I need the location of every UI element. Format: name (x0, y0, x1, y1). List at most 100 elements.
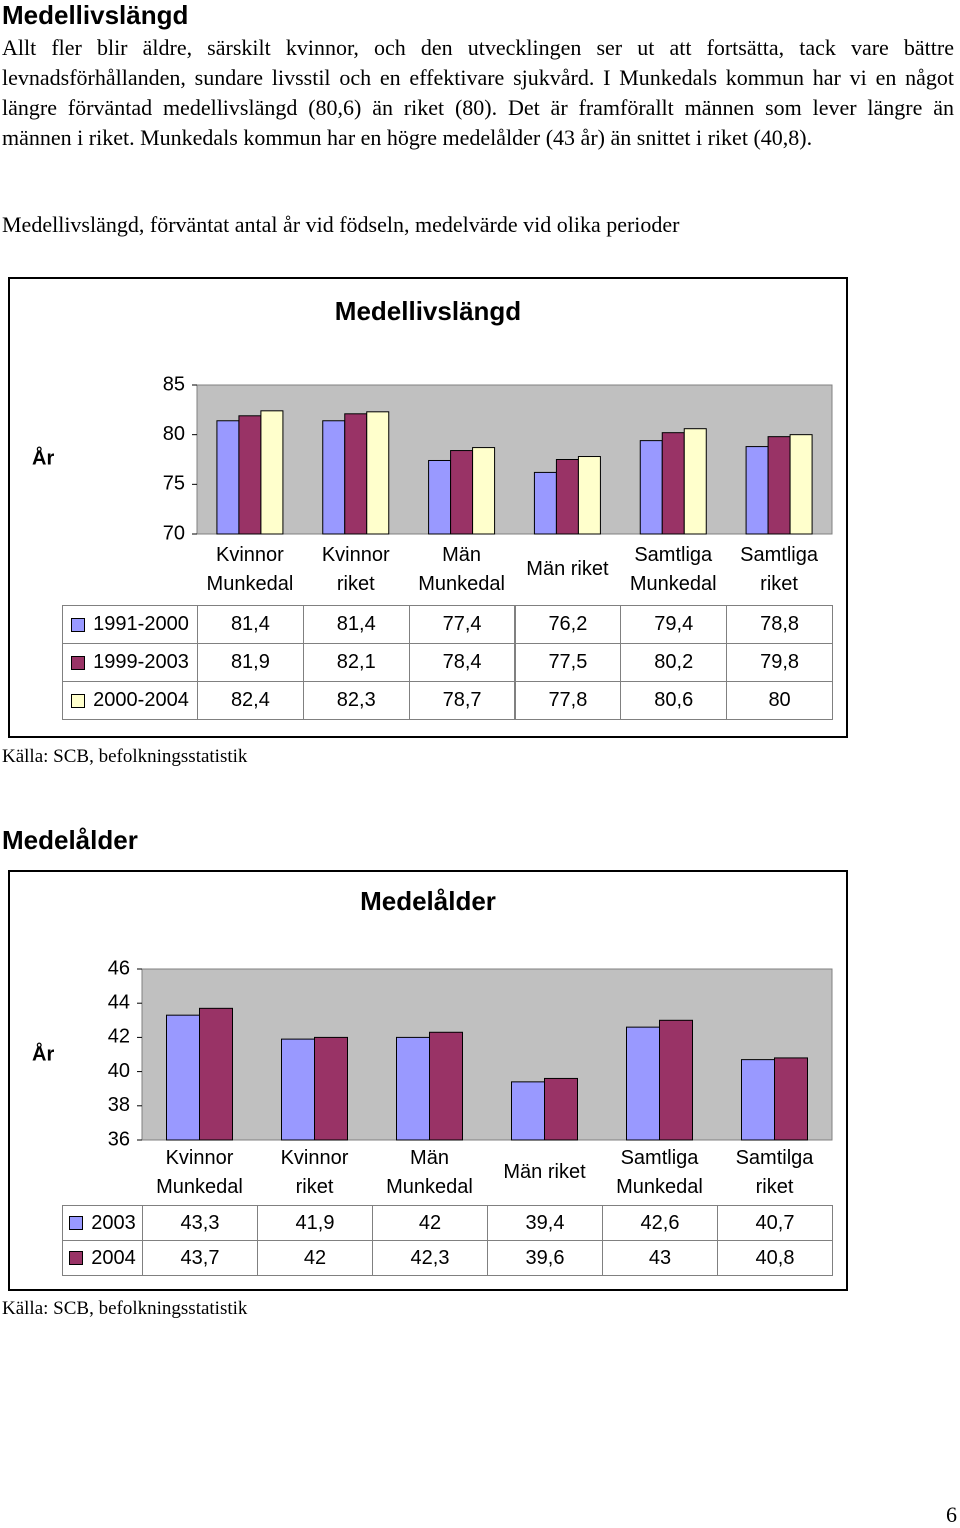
bar (366, 411, 390, 535)
chart: Medellivslängd År 70 75 80 85 Kvinnor Munkeda… (8, 277, 848, 738)
bar (639, 440, 663, 535)
bar (396, 1036, 430, 1141)
bar (472, 447, 496, 535)
bar (533, 471, 557, 535)
source: Källa: SCB, befolkningsstatistik (2, 746, 248, 767)
data-label: 39,6 (487, 1240, 603, 1276)
y-axis-label: År (32, 1041, 54, 1065)
data-label: 80,2 (620, 643, 728, 682)
data-label: 81,9 (197, 643, 304, 682)
legend-swatch (69, 1216, 84, 1230)
heading: Medellivslängd (2, 0, 189, 30)
data-label: 79,8 (726, 643, 833, 682)
legend-entry: 1991-2000 (62, 605, 198, 644)
y-tick-label: 38 (108, 1094, 130, 1116)
y-tick-label: 70 (163, 522, 185, 544)
data-label: 77,8 (514, 681, 622, 720)
source: Källa: SCB, befolkningsstatistik (2, 1298, 248, 1319)
caption: Medellivslängd, förväntat antal år vid f… (2, 212, 680, 237)
data-label: 42 (372, 1205, 488, 1241)
data-label: 81,4 (302, 605, 410, 644)
chart-title: Medelålder (360, 886, 496, 916)
y-tick-label: 36 (108, 1128, 130, 1150)
data-label: 77,5 (514, 643, 622, 682)
bar (322, 420, 346, 535)
data-label: 41,9 (257, 1205, 373, 1241)
data-label: 43,3 (142, 1205, 258, 1241)
y-tick-label: 40 (108, 1060, 130, 1082)
chart-svg: Medellivslängd År 70 75 80 85 (32, 296, 833, 544)
data-label: 42 (257, 1240, 373, 1276)
bar (683, 428, 707, 535)
data-label: 78,8 (726, 605, 833, 644)
bar (774, 1057, 808, 1141)
data-label: 76,2 (514, 605, 622, 644)
legend-swatch (71, 693, 86, 708)
legend-entry: 2004 (62, 1240, 143, 1276)
bar (428, 459, 452, 535)
plot-area (196, 384, 833, 535)
legend-label: 2004 (91, 1246, 136, 1269)
y-tick-label: 42 (108, 1026, 130, 1048)
legend-entry: 2003 (62, 1205, 143, 1241)
bar (626, 1026, 660, 1141)
legend-label: 2000-2004 (93, 689, 189, 711)
y-tick-label: 75 (163, 473, 185, 495)
bar (555, 459, 579, 535)
x-tick-label: Samtliga riket (740, 543, 818, 595)
data-label: 42,3 (372, 1240, 488, 1276)
bar (659, 1019, 693, 1141)
data-label: 80,6 (620, 681, 728, 720)
legend-entry: 1999-2003 (62, 643, 198, 682)
heading: Medelålder (2, 825, 138, 855)
data-label: 40,8 (717, 1240, 833, 1276)
data-label: 81,4 (197, 605, 304, 644)
legend-swatch (71, 617, 86, 632)
bar (789, 434, 813, 535)
y-tick-label: 44 (108, 991, 130, 1013)
data-label: 78,4 (408, 643, 516, 682)
bar (199, 1007, 233, 1141)
x-tick-label: Kvinnor Munkedal (156, 1146, 243, 1198)
y-tick-label: 85 (163, 373, 185, 395)
y-axis-label: År (32, 445, 54, 469)
legend-label: 2003 (91, 1211, 136, 1234)
bar (741, 1059, 775, 1141)
chart: Medelålder År 36 38 40 42 44 46 Kvinnor Munkeda… (8, 870, 848, 1291)
y-tick-label: 80 (163, 423, 185, 445)
bar (767, 436, 791, 535)
plot-area (141, 968, 833, 1141)
legend-swatch (69, 1251, 84, 1265)
bar (661, 432, 685, 535)
bar (577, 456, 601, 535)
y-tick-label: 46 (108, 957, 130, 979)
bar (511, 1081, 545, 1141)
legend-entry: 2000-2004 (62, 681, 198, 720)
x-tick-label: Kvinnor Munkedal (206, 543, 294, 595)
data-label: 77,4 (408, 605, 516, 644)
bar (216, 420, 240, 535)
chart-title: Medellivslängd (335, 296, 521, 326)
data-label: 43 (602, 1240, 718, 1276)
bar (745, 446, 769, 535)
data-label: 79,4 (620, 605, 728, 644)
data-label: 43,7 (142, 1240, 258, 1276)
bar (260, 410, 284, 535)
x-tick-label: Män riket (526, 558, 609, 580)
legend-label: 1991-2000 (93, 613, 189, 635)
data-label: 42,6 (602, 1205, 718, 1241)
x-tick-label: Män Munkedal (386, 1146, 473, 1198)
data-label: 82,3 (302, 681, 410, 720)
x-tick-label: Samtliga Munkedal (616, 1146, 703, 1198)
bar (544, 1077, 578, 1141)
x-tick-label: Kvinnor riket (321, 543, 390, 595)
page-number: 6 (946, 1502, 957, 1527)
x-tick-label: Män Munkedal (418, 543, 505, 595)
bar (450, 450, 474, 535)
bar (281, 1038, 315, 1141)
legend-swatch (71, 655, 86, 670)
data-label: 78,7 (408, 681, 516, 720)
data-label: 82,1 (302, 643, 410, 682)
x-tick-label: Samtliga Munkedal (629, 543, 717, 595)
legend-label: 1999-2003 (93, 651, 189, 673)
